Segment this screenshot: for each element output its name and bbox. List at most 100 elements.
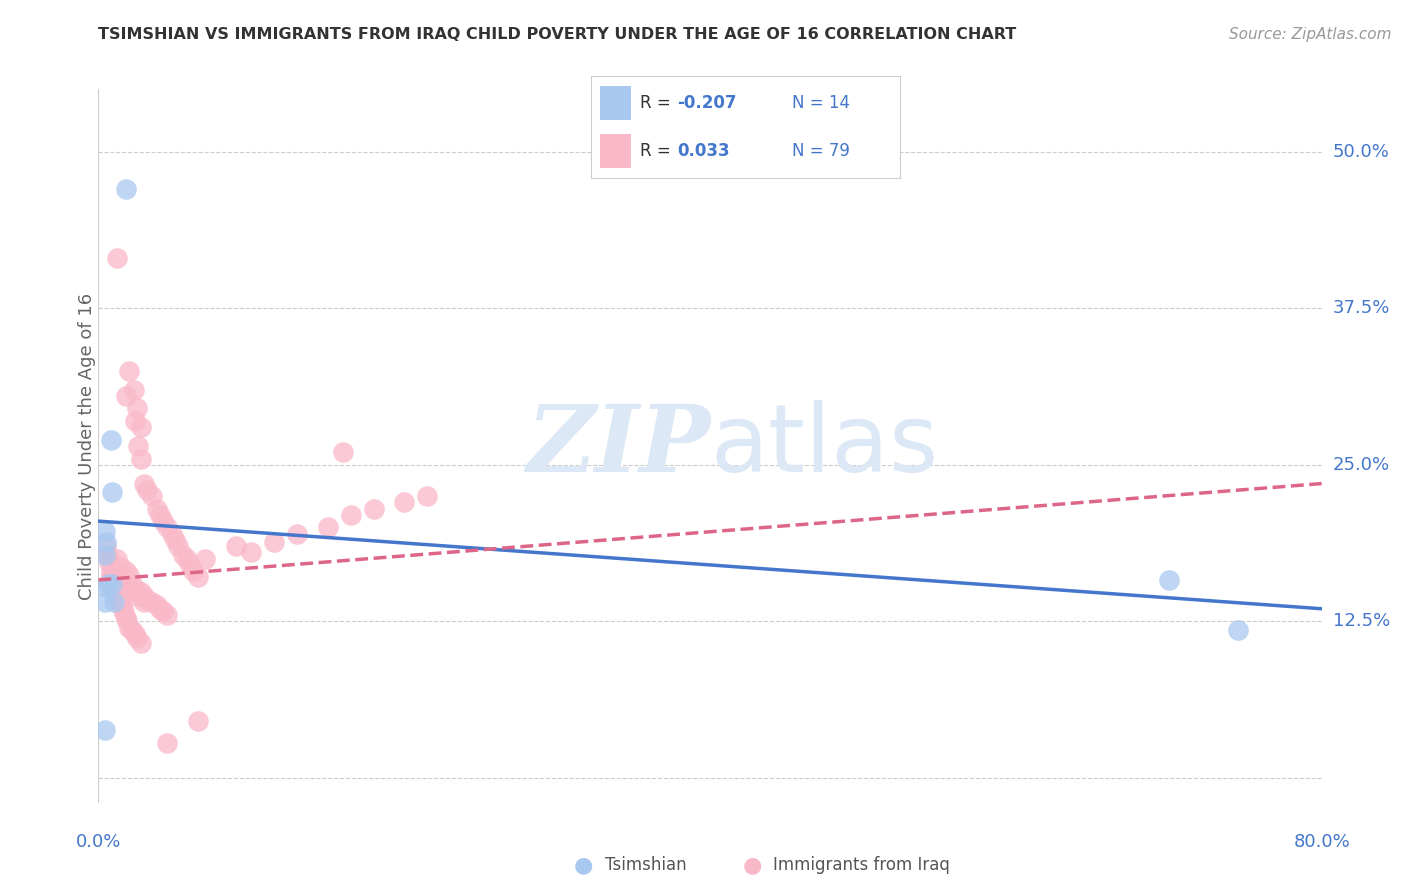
Point [93, 524, 115, 538]
Point [103, 573, 125, 587]
Point [94, 539, 117, 553]
Point [94, 581, 117, 595]
Point [392, 495, 416, 509]
Point [1226, 623, 1249, 637]
Point [149, 508, 172, 522]
Point [105, 585, 128, 599]
Point [93, 548, 115, 562]
Point [363, 501, 385, 516]
Point [103, 581, 125, 595]
Point [112, 606, 135, 620]
Point [115, 582, 138, 597]
Bar [600, 135, 631, 168]
Point [125, 401, 148, 416]
Point [141, 489, 163, 503]
Point [129, 420, 152, 434]
Point [332, 445, 354, 459]
Point [125, 589, 148, 603]
Point [134, 589, 156, 603]
Point [121, 623, 143, 637]
Point [179, 558, 201, 572]
Point [129, 451, 152, 466]
Point [115, 610, 138, 624]
Point [156, 607, 179, 622]
Point [121, 576, 143, 591]
Point [136, 593, 159, 607]
Point [127, 439, 149, 453]
Point [134, 595, 156, 609]
Point [118, 364, 141, 378]
Point [94, 535, 117, 549]
Text: 80.0%: 80.0% [1294, 833, 1350, 851]
Text: 25.0%: 25.0% [1333, 456, 1391, 474]
Point [145, 598, 167, 612]
Text: N = 79: N = 79 [792, 142, 849, 161]
Point [263, 535, 285, 549]
Y-axis label: Child Poverty Under the Age of 16: Child Poverty Under the Age of 16 [79, 293, 96, 599]
Text: Tsimshian: Tsimshian [605, 856, 686, 874]
Point [187, 570, 209, 584]
Point [136, 483, 159, 497]
Text: ●: ● [742, 855, 762, 875]
Point [145, 501, 167, 516]
Point [98, 556, 121, 570]
Text: atlas: atlas [710, 400, 938, 492]
Text: Source: ZipAtlas.com: Source: ZipAtlas.com [1229, 27, 1392, 42]
Text: 0.0%: 0.0% [76, 833, 121, 851]
Point [110, 560, 132, 574]
Point [118, 621, 141, 635]
Point [181, 564, 204, 578]
Point [110, 576, 132, 591]
Text: -0.207: -0.207 [678, 94, 737, 112]
Point [105, 573, 128, 587]
Text: N = 14: N = 14 [792, 94, 849, 112]
Point [125, 582, 148, 597]
Bar [600, 87, 631, 120]
Point [101, 485, 124, 500]
Text: R =: R = [640, 94, 676, 112]
Point [115, 182, 138, 196]
Point [194, 551, 217, 566]
Point [110, 598, 132, 612]
Point [100, 433, 122, 447]
Point [115, 564, 138, 578]
Point [1157, 573, 1180, 587]
Point [152, 514, 174, 528]
Point [115, 389, 138, 403]
Point [152, 604, 174, 618]
Point [316, 520, 339, 534]
Point [141, 595, 163, 609]
Point [156, 736, 179, 750]
Point [118, 568, 141, 582]
Point [117, 614, 139, 628]
Point [149, 601, 172, 615]
Point [240, 545, 263, 559]
Point [416, 489, 439, 503]
Point [125, 631, 148, 645]
Point [103, 595, 125, 609]
Text: ZIP: ZIP [526, 401, 710, 491]
Point [129, 585, 152, 599]
Point [97, 548, 120, 562]
Text: R =: R = [640, 142, 676, 161]
Point [160, 526, 183, 541]
Point [122, 383, 145, 397]
Point [105, 551, 128, 566]
Point [108, 593, 131, 607]
Text: ●: ● [574, 855, 593, 875]
Point [97, 576, 120, 591]
Point [187, 714, 209, 729]
Point [93, 595, 115, 609]
Point [93, 723, 115, 738]
Text: 0.033: 0.033 [678, 142, 730, 161]
Text: Immigrants from Iraq: Immigrants from Iraq [773, 856, 950, 874]
Point [101, 576, 124, 591]
Point [105, 251, 128, 265]
Point [103, 564, 125, 578]
Point [176, 551, 198, 566]
Point [163, 533, 186, 547]
Point [225, 539, 247, 553]
Point [129, 635, 152, 649]
Point [107, 589, 129, 603]
Point [124, 414, 146, 428]
